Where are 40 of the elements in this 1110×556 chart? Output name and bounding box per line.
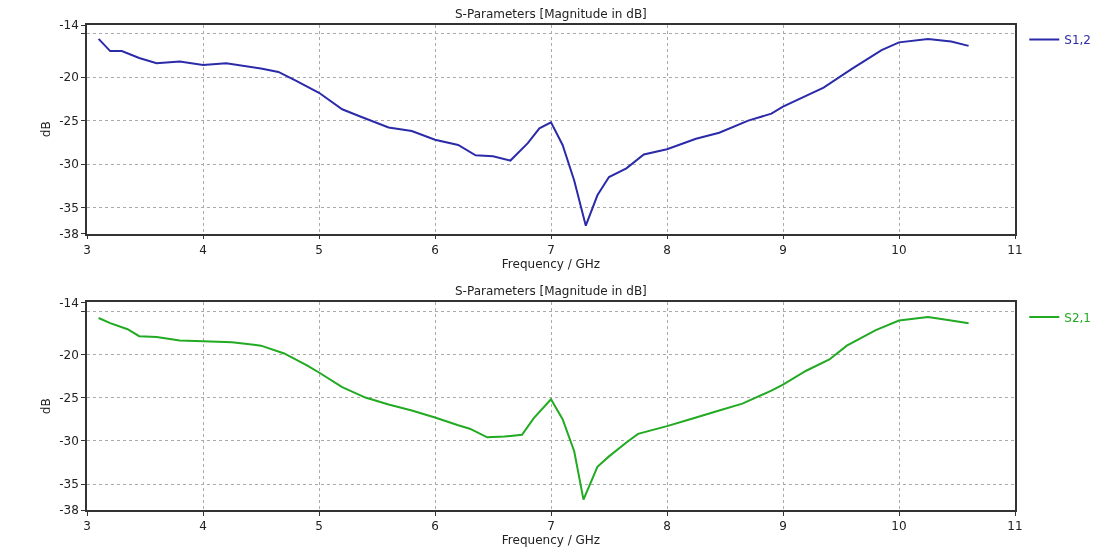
y-tick-label: -30 <box>59 434 79 449</box>
y-tick-label: -20 <box>59 347 79 362</box>
x-tick-label: 3 <box>83 519 91 534</box>
x-tick-label: 4 <box>199 519 207 534</box>
y-tick-label: -30 <box>59 157 79 172</box>
legend-label: S1,2 <box>1064 33 1091 48</box>
legend-label: S2,1 <box>1064 310 1091 325</box>
y-tick-label: -20 <box>59 70 79 85</box>
y-tick-label: -35 <box>59 200 79 215</box>
y-tick-label: -25 <box>59 390 79 405</box>
line-series <box>97 316 970 501</box>
x-tick-label: 11 <box>1007 242 1023 257</box>
y-tick-label: -25 <box>59 113 79 128</box>
x-tick-label: 7 <box>547 519 555 534</box>
chart-title: S-Parameters [Magnitude in dB] <box>455 284 647 298</box>
x-tick-label: 11 <box>1007 519 1023 534</box>
x-tick-label: 7 <box>547 242 555 257</box>
x-tick-label: 9 <box>779 242 787 257</box>
x-tick-label: 10 <box>891 519 907 534</box>
y-tick-label: -14 <box>59 18 79 33</box>
y-tick-label: -38 <box>59 226 79 241</box>
y-tick-label: -38 <box>59 503 79 518</box>
x-tick-label: 6 <box>431 519 439 534</box>
x-axis-title: Frequency / GHz <box>501 533 601 548</box>
x-tick-label: 5 <box>315 242 323 257</box>
y-axis-title: dB <box>39 398 54 415</box>
x-tick-label: 8 <box>663 519 671 534</box>
x-tick-label: 6 <box>431 242 439 257</box>
x-axis-title: Frequency / GHz <box>501 256 601 271</box>
x-tick-label: 5 <box>315 519 323 534</box>
line-series <box>97 37 970 227</box>
x-tick-label: 4 <box>199 242 207 257</box>
y-tick-label: -14 <box>59 295 79 310</box>
x-tick-label: 9 <box>779 519 787 534</box>
y-tick-label: -35 <box>59 477 79 492</box>
x-tick-label: 10 <box>891 242 907 257</box>
chart-title: S-Parameters [Magnitude in dB] <box>455 7 647 21</box>
x-tick-label: 3 <box>83 242 91 257</box>
x-tick-label: 8 <box>663 242 671 257</box>
y-axis-title: dB <box>39 121 54 138</box>
